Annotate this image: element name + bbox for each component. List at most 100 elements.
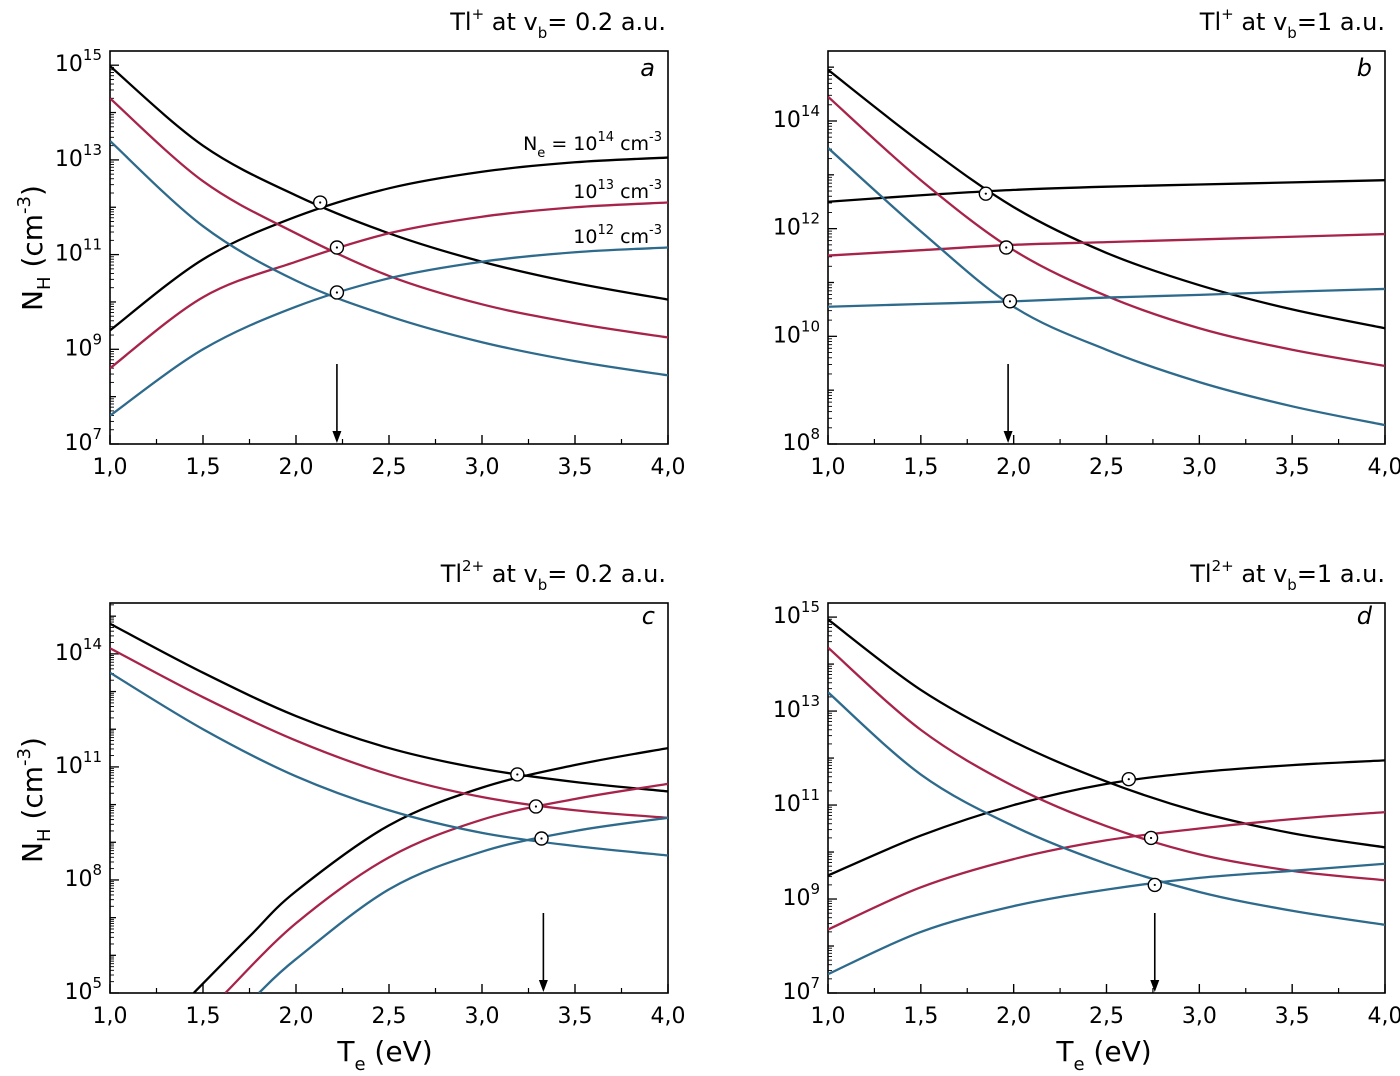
x-tick-label: 1,0 — [811, 1004, 846, 1029]
y-tick-label: 105 — [64, 974, 102, 1005]
series-line-blue-decreasing — [110, 671, 668, 857]
series-line-black-increasing — [828, 179, 1385, 203]
marker-dot — [1008, 300, 1012, 303]
series-line-black-increasing — [110, 156, 668, 332]
series-line-black-increasing — [192, 746, 668, 993]
y-tick-label: 1014 — [773, 102, 820, 133]
marker-dot — [335, 246, 339, 249]
arrow-head — [1003, 431, 1013, 443]
x-tick-label: 2,0 — [279, 455, 314, 480]
series-line-black-decreasing — [110, 65, 668, 301]
x-tick-label: 4,0 — [651, 1004, 686, 1029]
series-line-red-increasing — [224, 782, 668, 993]
x-tick-label: 1,5 — [186, 455, 221, 480]
x-tick-label: 2,0 — [279, 1004, 314, 1029]
curves — [110, 622, 668, 993]
arrow-head — [538, 980, 548, 992]
series-line-red-decreasing — [828, 95, 1385, 368]
x-axis-label: Te (eV) — [1055, 1035, 1151, 1075]
x-tick-label: 4,0 — [1368, 455, 1400, 480]
series-line-blue-decreasing — [110, 140, 668, 377]
series-line-blue-decreasing — [828, 147, 1385, 427]
series-line-red-decreasing — [110, 647, 668, 819]
series-line-black-decreasing — [110, 622, 668, 793]
panel-b: 1,0 1,5 2,0 2,5 3,0 3,5 4,0 108 1010 1012 1014 b Tl+… — [773, 5, 1400, 480]
y-tick-label: 1012 — [773, 210, 820, 241]
x-tick-label: 3,5 — [558, 455, 593, 480]
y-tick-label: 108 — [782, 425, 820, 456]
marker-dot — [1005, 246, 1008, 249]
marker-dot — [516, 773, 519, 776]
y-axis-label: NH (cm-3) — [14, 185, 55, 311]
x-tick-label: 3,5 — [1275, 1004, 1310, 1029]
series-line-blue-increasing — [258, 816, 668, 993]
y-tick-label: 107 — [782, 974, 820, 1005]
x-tick-label: 1,5 — [186, 1004, 221, 1029]
panel-letter: b — [1357, 54, 1372, 82]
x-tick-label: 3,0 — [465, 455, 500, 480]
y-tick-label: 109 — [782, 880, 820, 911]
y-tick-label: 1015 — [773, 598, 820, 629]
y-tick-label: 1014 — [55, 635, 102, 666]
x-tick-label: 2,0 — [996, 1004, 1031, 1029]
y-tick-label: 1013 — [55, 141, 102, 172]
y-tick-label: 1011 — [773, 786, 820, 817]
y-tick-label: 1013 — [773, 692, 820, 723]
x-tick-label: 3,0 — [465, 1004, 500, 1029]
x-tick-label: 1,0 — [811, 455, 846, 480]
series-line-blue-increasing — [110, 246, 668, 417]
plot-frame — [827, 50, 1386, 445]
curve-label: 1013 cm-3 — [573, 178, 662, 203]
y-tick-label: 109 — [64, 330, 102, 361]
x-tick-label: 2,5 — [1089, 1004, 1124, 1029]
curves — [828, 618, 1385, 976]
marker-dot — [540, 837, 543, 840]
series-line-black-decreasing — [828, 618, 1385, 849]
x-tick-label: 1,5 — [903, 1004, 938, 1029]
y-tick-label: 108 — [64, 861, 102, 892]
x-tick-label: 2,5 — [372, 1004, 407, 1029]
x-tick-label: 2,5 — [1089, 455, 1124, 480]
panel-letter: a — [640, 54, 655, 82]
series-line-red-increasing — [828, 810, 1385, 931]
y-axis-label: NH (cm-3) — [14, 737, 55, 863]
y-tick-label: 1015 — [55, 46, 102, 77]
series-line-red-decreasing — [110, 97, 668, 339]
panel-title: Tl2+ at vb= 0.2 a.u. — [440, 557, 666, 594]
panel-title: Tl+ at vb= 0.2 a.u. — [449, 5, 666, 42]
panel-letter: d — [1357, 602, 1373, 630]
panel-d: 1,0 1,5 2,0 2,5 3,0 3,5 4,0 107 109 1011 1013 1015 d… — [773, 557, 1400, 1029]
x-axis-label: Te (eV) — [336, 1035, 432, 1075]
x-tick-label: 1,0 — [93, 455, 128, 480]
series-line-black-increasing — [828, 759, 1385, 877]
y-tick-label: 1010 — [773, 317, 820, 348]
series-line-blue-decreasing — [828, 691, 1385, 927]
panel-a: 1,0 1,5 2,0 2,5 3,0 3,5 4,0 107 109 1011 1013 1015 a… — [55, 5, 686, 480]
x-tick-label: 2,5 — [372, 455, 407, 480]
y-tick-label: 1011 — [55, 236, 102, 267]
curve-label: 1012 cm-3 — [573, 223, 662, 248]
series-line-red-increasing — [828, 232, 1385, 257]
x-tick-label: 4,0 — [651, 455, 686, 480]
x-tick-label: 1,0 — [93, 1004, 128, 1029]
series-line-red-increasing — [110, 201, 668, 370]
y-tick-label: 1011 — [55, 748, 102, 779]
panel-letter: c — [642, 602, 655, 630]
x-tick-label: 1,5 — [903, 455, 938, 480]
marker-dot — [1149, 836, 1153, 840]
marker-dot — [1127, 778, 1130, 781]
x-tick-label: 2,0 — [996, 455, 1031, 480]
x-tick-label: 3,5 — [558, 1004, 593, 1029]
curve-label: Ne = 1014 cm-3 — [523, 130, 662, 161]
x-tick-label: 3,0 — [1182, 1004, 1217, 1029]
curves — [828, 68, 1385, 427]
marker-dot — [984, 192, 987, 195]
x-tick-label: 4,0 — [1368, 1004, 1400, 1029]
x-tick-label: 3,0 — [1182, 455, 1217, 480]
panel-c: 1,0 1,5 2,0 2,5 3,0 3,5 4,0 105 108 1011 1014 c Tl2+… — [55, 557, 686, 1029]
series-line-blue-increasing — [828, 862, 1385, 976]
arrow-head — [332, 431, 342, 443]
series-line-blue-increasing — [828, 287, 1385, 308]
series-line-black-decreasing — [828, 68, 1385, 330]
y-tick-label: 107 — [64, 425, 102, 456]
